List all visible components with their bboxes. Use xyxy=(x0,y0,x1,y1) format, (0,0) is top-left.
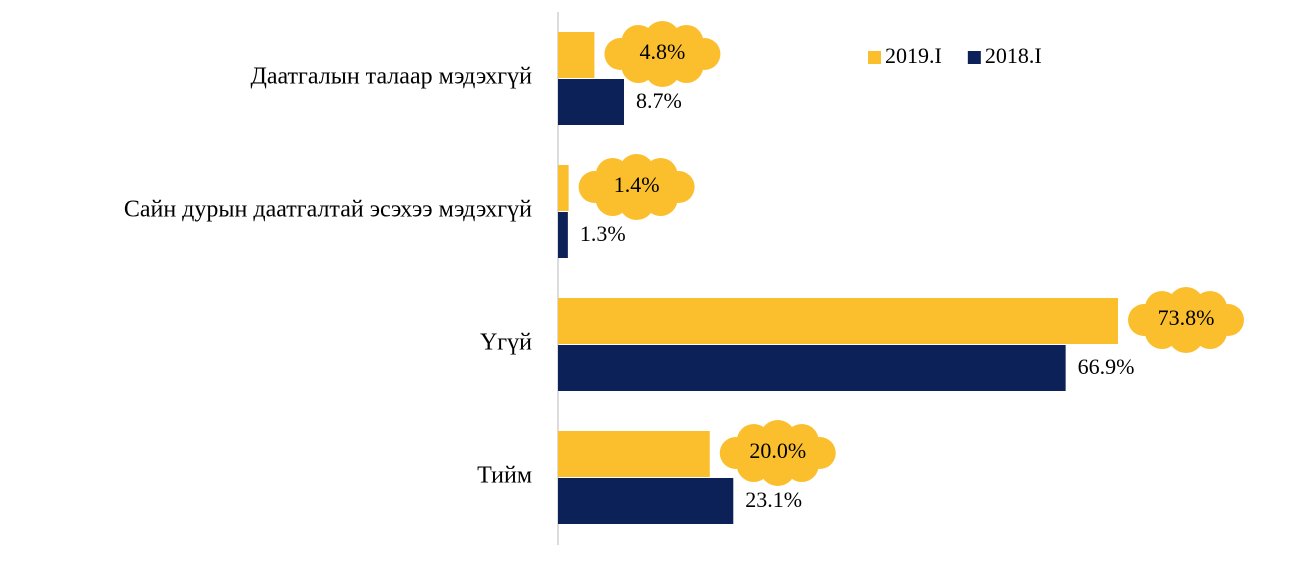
bar xyxy=(558,345,1066,391)
data-label: 20.0% xyxy=(749,438,806,463)
cloud-puff xyxy=(755,431,800,475)
label-cloud xyxy=(1128,287,1244,353)
data-label: 66.9% xyxy=(1078,354,1135,379)
cloud-puff xyxy=(640,32,685,76)
cloud-puff xyxy=(614,165,659,209)
category-label: Үгүй xyxy=(480,330,532,356)
category-label: Тийм xyxy=(477,463,532,489)
bar xyxy=(558,431,710,477)
data-label: 8.7% xyxy=(636,88,682,113)
label-cloud xyxy=(719,420,836,486)
cloud-puff xyxy=(1164,298,1208,342)
data-label: 1.3% xyxy=(580,221,626,246)
label-cloud xyxy=(578,154,695,220)
bar xyxy=(558,298,1118,344)
label-cloud xyxy=(604,21,721,87)
data-label: 73.8% xyxy=(1158,305,1215,330)
data-label: 1.4% xyxy=(614,172,660,197)
data-label: 23.1% xyxy=(745,487,802,512)
data-label: 4.8% xyxy=(640,39,686,64)
bar xyxy=(558,165,569,211)
bar xyxy=(558,32,595,78)
legend-label: 2019.I xyxy=(885,43,942,68)
bar xyxy=(558,79,625,125)
category-label: Даатгалын талаар мэдэхгүй xyxy=(250,64,532,90)
legend-label: 2018.I xyxy=(985,43,1042,68)
bar xyxy=(558,478,734,524)
category-label: Сайн дурын даатгалтай эсэхээ мэдэхгүй xyxy=(124,197,532,223)
legend-swatch xyxy=(868,51,881,64)
bar xyxy=(558,212,568,258)
legend-swatch xyxy=(967,51,981,64)
